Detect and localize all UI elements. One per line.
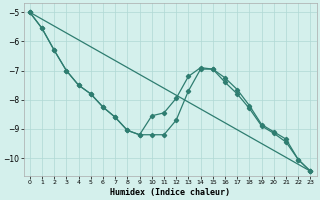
X-axis label: Humidex (Indice chaleur): Humidex (Indice chaleur) [110, 188, 230, 197]
